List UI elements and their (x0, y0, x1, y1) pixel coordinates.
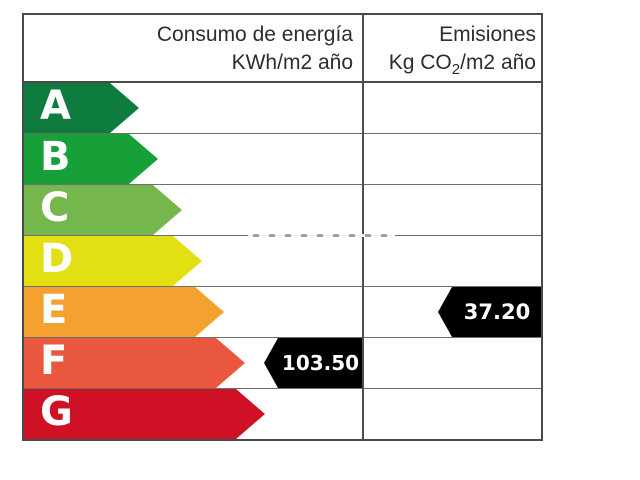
rating-row-b: B (24, 133, 541, 184)
rating-rows: A B C D E (24, 83, 541, 439)
rating-letter-c: C (40, 185, 70, 231)
emissions-header-line1: Emisiones (439, 23, 536, 46)
rating-arrow-c: C (24, 185, 182, 235)
table-header: Consumo de energía KWh/m2 año Emisiones … (24, 15, 541, 83)
rating-letter-a: A (40, 83, 71, 129)
rating-letter-e: E (40, 287, 68, 333)
rating-row-d: D (24, 234, 541, 286)
consumption-value-marker: 103.50 (264, 338, 362, 388)
rating-letter-g: G (40, 389, 73, 435)
rating-letter-d: D (40, 236, 74, 282)
rating-arrow-f: F (24, 338, 245, 388)
rating-arrow-g: G (24, 389, 265, 439)
emissions-value-marker: 37.20 (438, 287, 541, 337)
energy-rating-table: Consumo de energía KWh/m2 año Emisiones … (22, 13, 543, 441)
rating-row-e: E 37.20 (24, 286, 541, 337)
rating-row-a: A (24, 83, 541, 133)
rating-arrow-d: D (24, 236, 202, 286)
emissions-header-line2: Kg CO2/m2 año (388, 51, 536, 79)
watermark-artifact (248, 234, 395, 237)
consumption-column-header: Consumo de energía KWh/m2 año (24, 15, 362, 81)
rating-letter-b: B (40, 134, 71, 180)
consumption-value: 103.50 (281, 351, 360, 375)
column-divider (362, 15, 364, 439)
rating-row-c: C (24, 184, 541, 235)
consumption-header-line2: KWh/m2 año (231, 51, 353, 74)
rating-arrow-e: E (24, 287, 224, 337)
rating-arrow-a: A (24, 83, 139, 133)
co2-subscript: 2 (451, 61, 461, 79)
rating-letter-f: F (40, 338, 68, 384)
emissions-column-header: Emisiones Kg CO2/m2 año (362, 15, 541, 81)
emissions-value: 37.20 (463, 300, 531, 324)
rating-row-g: G (24, 388, 541, 439)
rating-row-f: F 103.50 (24, 337, 541, 388)
rating-arrow-b: B (24, 134, 158, 184)
consumption-header-line1: Consumo de energía (156, 23, 353, 46)
